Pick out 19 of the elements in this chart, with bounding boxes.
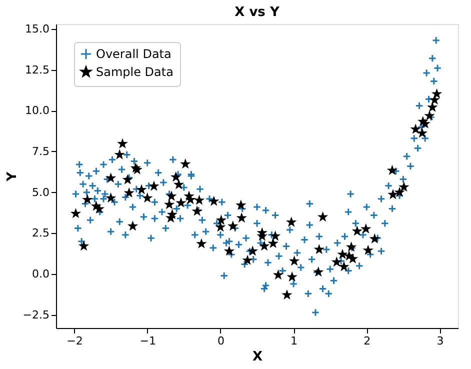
- x-axis-title: X: [252, 350, 263, 364]
- legend-label: Sample Data: [96, 65, 174, 79]
- chart-title: X vs Y: [234, 4, 280, 20]
- y-tick-label: 7.5: [32, 144, 50, 158]
- y-tick-label: −2.5: [22, 308, 50, 322]
- y-tick-label: 15.0: [25, 22, 50, 36]
- legend-label: Overall Data: [96, 47, 172, 61]
- y-axis-title: Y: [4, 171, 20, 182]
- x-tick-label: 3: [436, 334, 444, 348]
- x-tick-label: 0: [217, 334, 224, 348]
- y-tick-label: 2.5: [32, 226, 50, 240]
- y-tick-label: 12.5: [25, 63, 50, 76]
- y-tick-label: 5.0: [32, 186, 50, 199]
- y-tick-label: 0.0: [32, 268, 50, 281]
- x-tick-label: 2: [364, 334, 371, 348]
- y-tick-label: 10.0: [25, 104, 50, 118]
- x-tick-label: −2: [66, 334, 83, 348]
- x-tick-label: −1: [140, 334, 156, 348]
- x-tick-label: 1: [290, 334, 298, 348]
